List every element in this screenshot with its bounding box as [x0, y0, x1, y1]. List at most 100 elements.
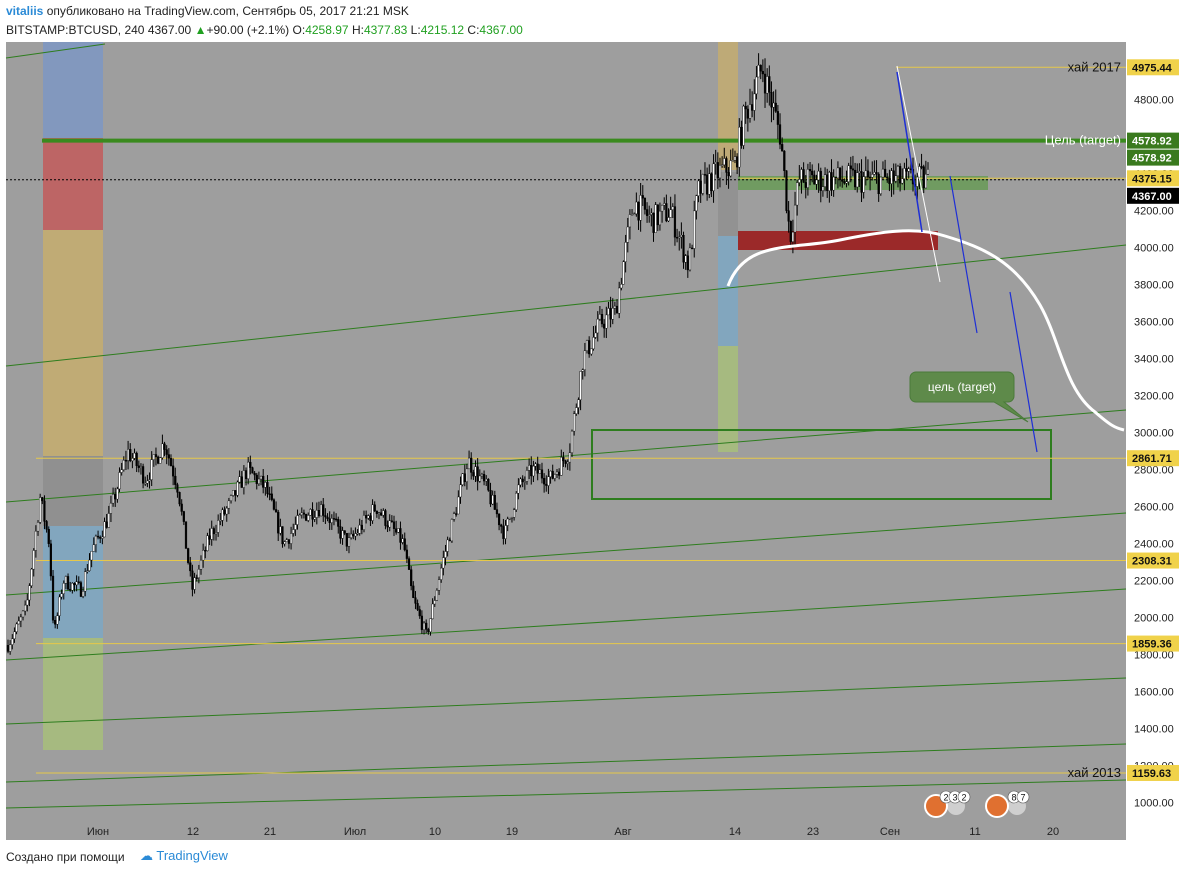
candle-body [197, 569, 200, 579]
chart-header: vitaliis опубликовано на TradingView.com… [0, 0, 1184, 42]
candle-body [257, 478, 261, 484]
candle-body [71, 583, 74, 591]
candle-body [75, 581, 78, 586]
candle-body [896, 166, 900, 176]
candle-body [11, 638, 14, 645]
candle-body [530, 465, 533, 477]
candle-body [508, 517, 511, 520]
candle-body [73, 583, 76, 586]
candle-body [678, 236, 681, 239]
target-callout-bubble [909, 371, 1029, 423]
candle-body [300, 512, 303, 516]
candle-body [570, 430, 574, 453]
candle-body [418, 609, 421, 617]
candle-body [54, 620, 57, 625]
candle-body [6, 645, 10, 652]
candle-body [626, 226, 629, 243]
candle-body [457, 496, 460, 515]
candle-body [873, 172, 876, 175]
candle-body [425, 622, 428, 630]
tradingview-logo[interactable]: ☁ TradingView [140, 848, 228, 864]
price-tick-label: 2600.00 [1134, 502, 1174, 514]
zone-mid-green [718, 346, 738, 452]
candle-body [892, 170, 895, 182]
candle-body [448, 539, 451, 542]
candle-body [620, 284, 623, 289]
candle-body [212, 528, 215, 535]
candle-body [725, 158, 728, 173]
candle-body [549, 470, 552, 477]
candle-body [405, 549, 408, 559]
event-count-4: 7 [1020, 793, 1025, 803]
candle-body [811, 170, 814, 176]
candle-body [285, 539, 288, 542]
candle-body [99, 536, 102, 539]
symbol-name: BITSTAMP:BTCUSD, 240 [6, 23, 145, 37]
candle-body [249, 461, 252, 468]
brand-name: TradingView [156, 848, 228, 863]
trend-line-1 [5, 244, 1127, 367]
white-channel-line [896, 65, 941, 283]
candle-body [500, 524, 503, 527]
candle-body [371, 504, 374, 521]
candle-body [890, 170, 893, 184]
candle-body [718, 165, 722, 179]
candle-body [843, 181, 846, 184]
candle-body [412, 585, 415, 598]
candle-body [534, 463, 537, 467]
price-tag-bg [1127, 764, 1179, 781]
overlay-layer: цель (target) хай 2017 Цель (target) хай 20… [726, 59, 1125, 780]
candle-body [699, 180, 702, 194]
candle-body [858, 171, 861, 173]
candle-body [337, 519, 340, 527]
price-tick-label: 4000.00 [1134, 243, 1174, 255]
candle-body [886, 176, 889, 179]
target-box [591, 429, 1052, 500]
candle-body [849, 165, 852, 169]
price-tag-1: 4578.92 [1132, 136, 1172, 148]
candle-body [148, 479, 151, 482]
candle-body [905, 168, 908, 172]
candle-body [564, 460, 567, 464]
candle-body [58, 596, 61, 616]
candle-body [146, 480, 149, 484]
candle-body [497, 513, 501, 526]
candle-body [480, 474, 484, 477]
candle-body [513, 509, 516, 518]
candle-body [686, 255, 689, 271]
candle-body [652, 212, 655, 233]
date-tick-label: 19 [506, 826, 518, 838]
candle-body [628, 214, 632, 228]
candle-body [470, 457, 473, 473]
candle-body [768, 76, 771, 93]
candle-body [639, 195, 642, 221]
candle-body [643, 198, 647, 210]
candle-body [838, 167, 842, 181]
candle-body [742, 105, 745, 146]
candle-body [135, 452, 138, 466]
candle-body [899, 166, 902, 184]
candle-body [581, 369, 584, 372]
candle-body [506, 518, 509, 526]
candle-body [877, 173, 880, 195]
candle-body [193, 577, 196, 590]
candle-body [776, 111, 779, 125]
candle-body [15, 623, 18, 633]
event-count-0: 2 [943, 793, 948, 803]
candle-body [703, 174, 707, 176]
made-with-text: Создано при помощи [6, 850, 125, 864]
candle-body [373, 504, 376, 512]
candle-body [515, 493, 518, 510]
price-tag-bg [1127, 450, 1179, 467]
candle-body [208, 535, 211, 540]
candle-body [740, 126, 743, 146]
candle-body [176, 484, 179, 493]
candle-body [467, 457, 471, 470]
candle-body [871, 174, 874, 178]
candle-body [746, 108, 749, 119]
author-link[interactable]: vitaliis [6, 4, 44, 18]
candle-body [294, 524, 297, 530]
candle-body [826, 174, 829, 191]
